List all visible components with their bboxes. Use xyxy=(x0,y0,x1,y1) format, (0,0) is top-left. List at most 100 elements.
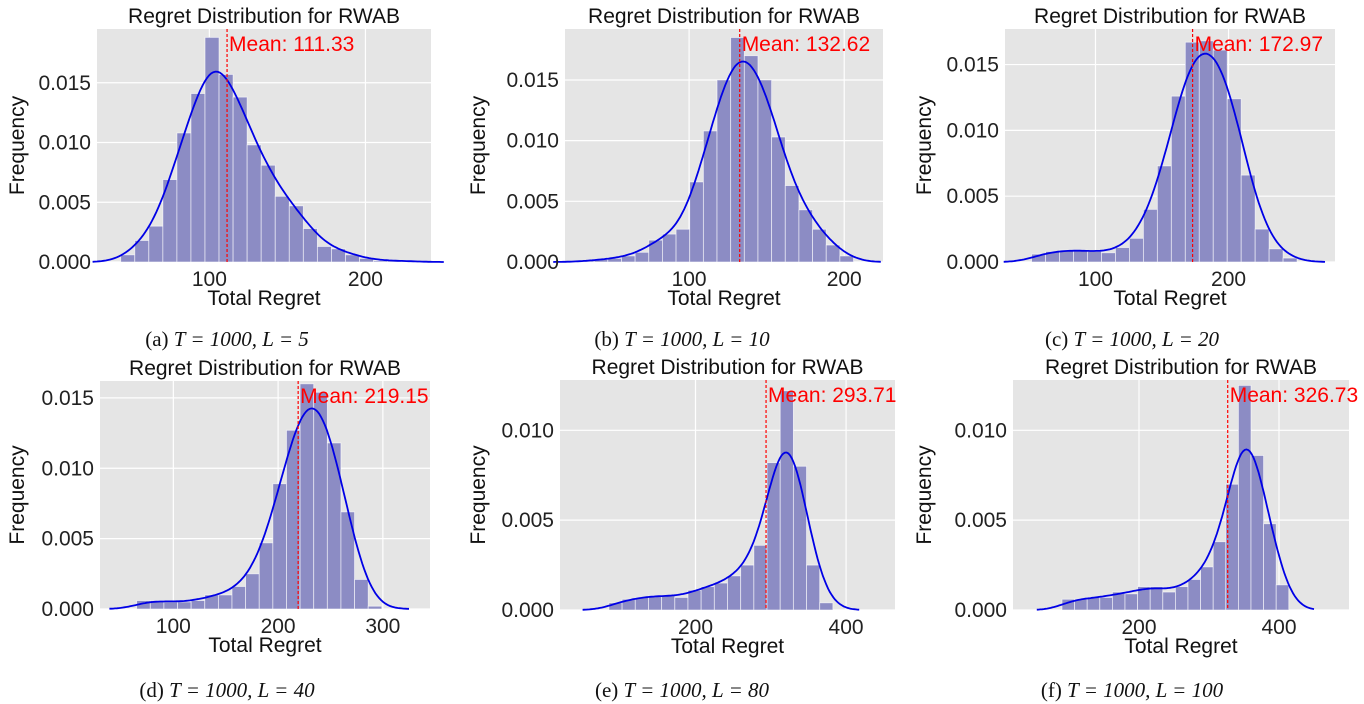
histogram-bar xyxy=(1099,597,1113,611)
histogram-bar xyxy=(727,575,742,611)
y-axis-label: Frequency xyxy=(6,95,29,195)
kde-curve xyxy=(582,451,860,611)
histogram-bar xyxy=(753,544,768,611)
x-tick-label: 400 xyxy=(829,616,864,639)
y-tick-label: 0.015 xyxy=(946,54,999,77)
histogram-bar xyxy=(218,74,234,263)
caption-math: T = 1000, L = 10 xyxy=(624,327,770,351)
y-tick-label: 0.015 xyxy=(41,387,94,410)
histogram-bar xyxy=(839,255,854,263)
histogram-bar xyxy=(1268,248,1284,263)
histogram-bar xyxy=(1226,98,1242,263)
histogram-bar xyxy=(354,579,369,610)
caption-label: (b) xyxy=(594,327,619,351)
x-tick-label: 100 xyxy=(672,268,707,291)
histogram-bar xyxy=(713,582,728,611)
caption-math: T = 1000, L = 40 xyxy=(169,678,315,702)
histogram-bar xyxy=(1174,586,1189,611)
histogram-bar xyxy=(232,96,248,263)
histogram-bar xyxy=(798,209,813,263)
x-tick-label: 200 xyxy=(1211,268,1246,291)
histogram-bar xyxy=(120,254,136,263)
chart-panel-f: Mean: 326.73 200 400 0.000 0.005 0.010 Regret … xyxy=(905,352,1359,704)
chart-title: Regret Distribution for RWAB xyxy=(129,357,401,380)
histogram-bar xyxy=(231,586,247,610)
histogram-bar xyxy=(190,600,206,610)
histogram-bar xyxy=(217,594,233,610)
y-axis-label: Frequency xyxy=(913,445,936,545)
histogram-bar xyxy=(177,601,192,610)
histogram-chart: Mean: 293.71 200 400 0.000 0.005 0.010 Regret … xyxy=(467,356,896,658)
histogram-bar xyxy=(260,164,276,263)
caption-math: T = 1000, L = 80 xyxy=(623,678,769,702)
mean-label: Mean: 172.97 xyxy=(1195,33,1323,56)
histogram-bar xyxy=(700,586,715,611)
caption-label: (f) xyxy=(1040,678,1062,702)
x-tick-label: 300 xyxy=(365,615,400,638)
caption-math: T = 1000, L = 5 xyxy=(173,327,309,351)
histogram-bar xyxy=(1240,174,1256,263)
histogram-bar xyxy=(326,442,342,610)
histogram-bar xyxy=(246,144,262,263)
mean-label: Mean: 326.73 xyxy=(1230,384,1358,407)
histogram-bar xyxy=(779,390,794,611)
kde-curve xyxy=(92,70,444,263)
y-tick-label: 0.005 xyxy=(501,509,554,532)
histogram-bar xyxy=(825,244,841,263)
figure-caption: (a) T = 1000, L = 5 xyxy=(0,327,454,352)
y-tick-label: 0.000 xyxy=(954,599,1007,622)
y-axis-label: Frequency xyxy=(913,95,936,195)
figure-caption: (c) T = 1000, L = 20 xyxy=(905,327,1359,352)
x-tick-label: 200 xyxy=(678,616,713,639)
histogram-bar xyxy=(771,136,786,263)
histogram-bar xyxy=(1250,455,1265,611)
chart-title: Regret Distribution for RWAB xyxy=(1045,356,1317,379)
histogram-bar xyxy=(1198,40,1214,263)
chart-title: Regret Distribution for RWAB xyxy=(592,356,864,379)
chart-title: Regret Distribution for RWAB xyxy=(128,5,400,28)
caption-label: (a) xyxy=(145,327,169,351)
histogram-bar xyxy=(792,465,807,611)
histogram-bar xyxy=(819,602,834,611)
histogram-chart: Mean: 132.62 100 200 0.000 0.005 0.010 0.015 Re… xyxy=(467,5,883,310)
chart-panel-b: Mean: 132.62 100 200 0.000 0.005 0.010 0.015 Re… xyxy=(455,0,909,352)
histogram-bar xyxy=(1149,586,1164,611)
y-axis-label: Frequency xyxy=(467,445,490,545)
caption-label: (d) xyxy=(139,678,164,702)
figure-caption: (b) T = 1000, L = 10 xyxy=(455,327,909,352)
x-tick-label: 200 xyxy=(261,615,296,638)
histogram-bar xyxy=(716,79,732,263)
x-tick-label: 100 xyxy=(156,615,191,638)
chart-panel-a: Mean: 111.33 100 200 0.000 0.005 0.010 0.015 Re… xyxy=(0,0,454,352)
x-axis-label: Total Regret xyxy=(208,634,321,657)
kde-curve xyxy=(553,60,881,263)
x-axis-label: Total Regret xyxy=(671,635,784,658)
chart-title: Regret Distribution for RWAB xyxy=(1034,5,1306,28)
histogram-bar xyxy=(1115,247,1130,263)
x-tick-label: 100 xyxy=(192,268,227,291)
kde-curve xyxy=(109,407,409,610)
y-tick-label: 0.010 xyxy=(501,419,554,442)
histogram-bar xyxy=(1087,251,1102,263)
histogram-bar xyxy=(148,225,164,263)
mean-label: Mean: 293.71 xyxy=(768,384,896,407)
histogram-bar xyxy=(1073,249,1088,263)
histogram-bar xyxy=(245,573,260,610)
histogram-bar xyxy=(1124,593,1139,611)
histogram-bar xyxy=(743,55,759,263)
histogram-chart: Mean: 326.73 200 400 0.000 0.005 0.010 Regret … xyxy=(913,356,1358,658)
histogram-bar xyxy=(812,228,827,263)
histogram-bar xyxy=(784,185,800,263)
mean-label: Mean: 219.15 xyxy=(300,385,428,408)
y-tick-label: 0.015 xyxy=(38,72,91,95)
histogram-bar xyxy=(302,228,318,263)
histogram-bar xyxy=(274,195,290,263)
x-axis-label: Total Regret xyxy=(1113,287,1226,310)
figure-caption: (f) T = 1000, L = 100 xyxy=(905,678,1359,703)
histogram-bar xyxy=(740,564,755,611)
mean-label: Mean: 132.62 xyxy=(742,33,870,56)
x-axis-label: Total Regret xyxy=(207,287,320,310)
histogram-bar xyxy=(687,589,702,611)
y-tick-label: 0.010 xyxy=(954,419,1007,442)
caption-math: T = 1000, L = 100 xyxy=(1067,678,1224,702)
